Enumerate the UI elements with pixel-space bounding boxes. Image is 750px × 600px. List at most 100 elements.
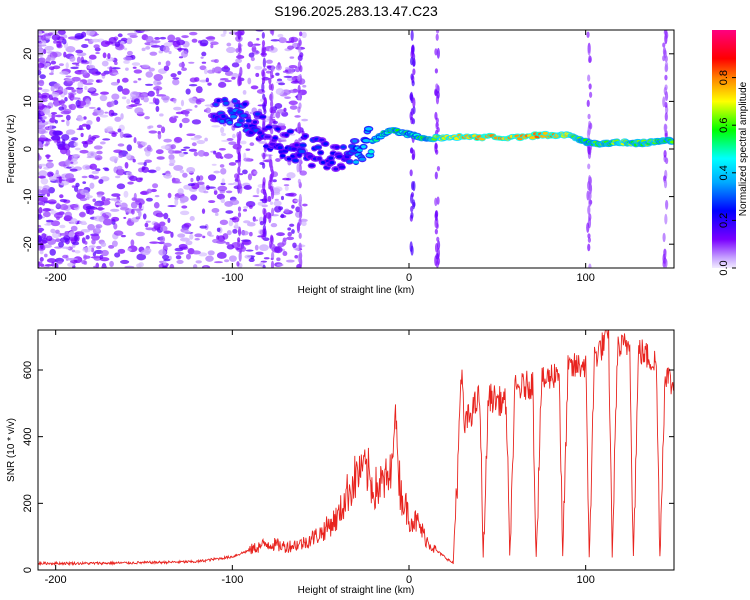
spectrogram-noise-blob bbox=[147, 90, 155, 97]
spectrogram-noise-blob bbox=[116, 183, 126, 190]
spectrogram-noise-blob bbox=[48, 125, 53, 131]
spectrogram-noise-blob bbox=[254, 244, 259, 251]
spectrogram-streak bbox=[435, 83, 439, 90]
spectrogram-noise-blob bbox=[38, 118, 41, 122]
spectrogram-noise-blob bbox=[59, 237, 69, 243]
spectrogram-noise-blob bbox=[114, 116, 122, 122]
spectrogram-noise-blob bbox=[302, 203, 308, 207]
spectrogram-noise-blob bbox=[38, 214, 43, 220]
spectrogram-trace-point bbox=[669, 140, 674, 144]
spectrogram-noise-blob bbox=[117, 85, 123, 92]
spectrogram-noise-blob bbox=[213, 189, 218, 195]
snr-xtick-label: 100 bbox=[576, 574, 594, 586]
spectrogram-noise-blob bbox=[250, 85, 259, 90]
spectrogram-noise-blob bbox=[69, 168, 78, 172]
spectrogram-noise-blob bbox=[81, 260, 87, 265]
spectrogram-noise-blob bbox=[64, 173, 75, 180]
spectrogram-noise-blob bbox=[95, 52, 100, 55]
spectrogram-streak bbox=[269, 173, 273, 183]
spectrogram-streak bbox=[664, 91, 669, 102]
spectrogram-noise-blob bbox=[51, 97, 59, 101]
spectrogram-streak bbox=[299, 65, 303, 73]
spectrogram-noise-blob bbox=[70, 225, 78, 232]
spectrogram-streak bbox=[434, 48, 438, 56]
spectrogram-streak bbox=[409, 93, 413, 101]
colorbar-tick-label: 0.6 bbox=[718, 118, 730, 133]
spectrogram-noise-blob bbox=[199, 79, 208, 83]
spectrogram-trace-point bbox=[320, 160, 326, 165]
spectrogram-streak bbox=[412, 97, 416, 108]
spectrogram-noise-blob bbox=[280, 213, 285, 219]
spectrogram-noise-blob bbox=[207, 174, 217, 181]
spectrogram-ytick-label: -10 bbox=[22, 189, 34, 205]
spectrogram-noise-blob bbox=[159, 235, 166, 243]
spectrogram-noise-blob bbox=[160, 126, 166, 134]
spectrogram-noise-blob bbox=[131, 62, 141, 66]
spectrogram-noise-blob bbox=[45, 161, 54, 169]
spectrogram-streak bbox=[587, 163, 591, 170]
spectrogram-noise-blob bbox=[95, 71, 102, 75]
spectrogram-noise-blob bbox=[38, 128, 46, 135]
spectrogram-noise-blob bbox=[198, 252, 208, 257]
spectrogram-streak bbox=[269, 30, 273, 35]
spectrogram-noise-blob bbox=[216, 251, 227, 259]
spectrogram-noise-blob bbox=[41, 88, 50, 93]
spectrogram-streak bbox=[586, 99, 590, 108]
spectrogram-streak bbox=[588, 55, 592, 63]
spectrogram-noise-blob bbox=[225, 190, 233, 194]
spectrogram-noise-blob bbox=[71, 89, 77, 93]
spectrogram-trace-point bbox=[272, 136, 278, 140]
spectrogram-noise-blob bbox=[59, 71, 70, 75]
spectrogram-noise-blob bbox=[211, 208, 220, 213]
spectrogram-noise-blob bbox=[111, 240, 118, 247]
spectrogram-noise-blob bbox=[92, 198, 96, 203]
spectrogram-noise-blob bbox=[50, 85, 55, 92]
spectrogram-noise-blob bbox=[223, 65, 229, 70]
spectrogram-noise-blob bbox=[140, 94, 145, 101]
snr-ytick-label: 600 bbox=[22, 361, 34, 379]
spectrogram-noise-blob bbox=[272, 179, 277, 183]
spectrogram-noise-blob bbox=[278, 37, 287, 44]
colorbar-tick-label: 0.0 bbox=[718, 260, 730, 275]
spectrogram-noise-blob bbox=[108, 37, 117, 44]
spectrogram-noise-blob bbox=[229, 217, 237, 220]
spectrogram-noise-blob bbox=[71, 244, 76, 248]
spectrogram-noise-blob bbox=[189, 233, 194, 240]
spectrogram-trace-point bbox=[318, 151, 324, 155]
spectrogram-streak bbox=[261, 40, 266, 47]
spectrogram-noise-blob bbox=[46, 154, 50, 160]
spectrogram-noise-blob bbox=[255, 72, 260, 78]
spectrogram-noise-blob bbox=[244, 254, 252, 259]
spectrogram-noise-blob bbox=[133, 192, 137, 200]
spectrogram-noise-blob bbox=[200, 56, 204, 59]
spectrogram-trace-point bbox=[245, 119, 252, 123]
spectrogram-noise-blob bbox=[80, 228, 91, 233]
spectrogram-streak bbox=[588, 83, 592, 90]
spectrogram-noise-blob bbox=[44, 223, 52, 226]
spectrogram-streak bbox=[298, 210, 303, 220]
spectrogram-noise-blob bbox=[114, 41, 121, 48]
spectrogram-trace-point bbox=[277, 146, 283, 150]
spectrogram-noise-blob bbox=[59, 180, 70, 186]
spectrogram-noise-blob bbox=[59, 232, 69, 236]
spectrogram-noise-blob bbox=[130, 239, 135, 247]
spectrogram-trace-point bbox=[257, 131, 263, 135]
spectrogram-noise-blob bbox=[231, 73, 239, 79]
spectrogram-noise-blob bbox=[245, 148, 251, 151]
spectrogram-noise-blob bbox=[38, 230, 43, 233]
spectrogram-noise-blob bbox=[177, 233, 186, 238]
spectrogram-noise-blob bbox=[291, 76, 297, 81]
spectrogram-noise-blob bbox=[275, 88, 285, 95]
spectrogram-noise-blob bbox=[99, 257, 110, 262]
spectrogram-noise-blob bbox=[225, 241, 230, 245]
spectrogram-noise-blob bbox=[252, 219, 259, 222]
spectrogram-noise-blob bbox=[266, 65, 272, 69]
spectrogram-noise-blob bbox=[123, 190, 129, 198]
spectrogram-noise-blob bbox=[133, 69, 143, 74]
spectrogram-noise-blob bbox=[120, 234, 126, 238]
spectrogram-noise-blob bbox=[49, 72, 54, 76]
spectrogram-noise-blob bbox=[201, 61, 207, 64]
colorbar-tick-label: 0.4 bbox=[718, 165, 730, 180]
spectrogram-noise-blob bbox=[38, 124, 45, 129]
spectrogram-noise-blob bbox=[93, 202, 101, 207]
